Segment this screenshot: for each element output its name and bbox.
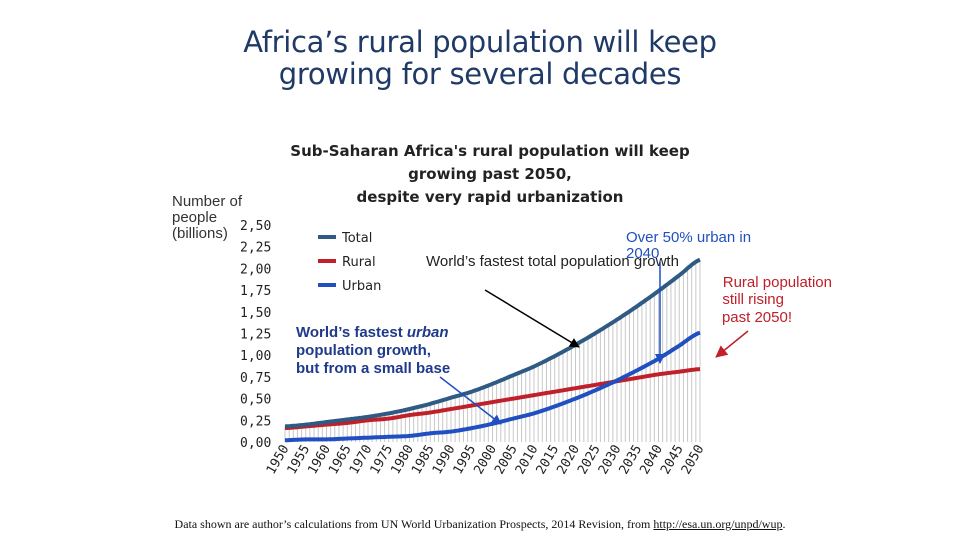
- chart-title-line3: despite very rapid urbanization: [356, 188, 624, 206]
- slide-title-line1: Africa’s rural population will keep: [243, 25, 717, 59]
- annotation-crossover-line1: Over 50% urban in: [626, 229, 751, 246]
- legend-label-rural: Rural: [342, 255, 376, 270]
- slide-title-line2: growing for several decades: [278, 57, 682, 91]
- annotation-rural-arrow: [715, 330, 749, 358]
- annotation-total-arrow: [484, 289, 580, 348]
- annotation-rural-line1: Rural population: [723, 274, 832, 291]
- chart-title: Sub-Saharan Africa's rural population wi…: [250, 140, 730, 209]
- annotation-crossover-line2: 2040: [626, 245, 659, 262]
- y-axis-label-line1: Number of: [172, 193, 243, 210]
- y-tick-label: 0,50: [240, 393, 271, 408]
- annotation-urban-line3: but from a small base: [296, 360, 450, 377]
- y-tick-label: 1,75: [240, 284, 271, 299]
- series-line-total: [284, 257, 701, 429]
- chart-title-line1: Sub-Saharan Africa's rural population wi…: [290, 142, 690, 160]
- annotation-rural-line3: past 2050!: [722, 309, 792, 326]
- annotation-rural-line2: still rising: [722, 291, 784, 308]
- source-note: Data shown are author’s calculations fro…: [0, 517, 960, 532]
- slide-title: Africa’s rural population will keep grow…: [0, 26, 960, 90]
- series-line-rural: [284, 367, 701, 431]
- y-tick-label: 1,00: [240, 349, 271, 364]
- y-tick-label: 2,00: [240, 262, 271, 277]
- legend: Total Rural Urban: [318, 231, 381, 294]
- annotation-urban-line1: World’s fastest urban: [296, 324, 449, 341]
- y-axis-label-line2: people: [172, 209, 218, 226]
- chart-title-line2: growing past 2050,: [408, 165, 572, 183]
- y-tick-label: 1,25: [240, 328, 271, 343]
- legend-label-urban: Urban: [342, 279, 381, 294]
- annotation-urban-arrow: [439, 376, 502, 425]
- y-tick-label: 2,50: [240, 219, 271, 234]
- y-tick-label: 0,75: [240, 371, 271, 386]
- y-tick-label: 0,25: [240, 414, 271, 429]
- y-tick-label: 1,50: [240, 306, 271, 321]
- source-end: .: [782, 517, 786, 531]
- annotation-total-line1: World’s fastest total population growth: [426, 253, 679, 270]
- legend-label-total: Total: [341, 231, 372, 246]
- annotation-total-growth: World’s fastest total population growth: [426, 253, 679, 348]
- x-tick-label: 2050: [679, 443, 708, 478]
- y-axis-label-line3: (billions): [172, 225, 228, 242]
- source-link[interactable]: http://esa.un.org/unpd/wup: [653, 517, 783, 531]
- y-tick-label: 2,25: [240, 241, 271, 256]
- source-text: Data shown are author’s calculations fro…: [174, 517, 654, 531]
- y-axis-label: Number of people (billions): [172, 194, 262, 242]
- annotation-urban-line2: population growth,: [296, 342, 431, 359]
- annotation-rural-rising: Rural population still rising past 2050!: [715, 274, 832, 358]
- annotation-urban-growth: World’s fastest urban population growth,…: [296, 324, 502, 425]
- x-axis: 1950195519601965197019751980198519901995…: [264, 443, 708, 478]
- y-axis: 0,00 0,25 0,50 0,75 1,00 1,25 1,50 1,75 2,00 2,25…: [240, 219, 271, 451]
- y-tick-label: 0,00: [240, 436, 271, 451]
- annotation-crossover: Over 50% urban in 2040: [626, 229, 751, 364]
